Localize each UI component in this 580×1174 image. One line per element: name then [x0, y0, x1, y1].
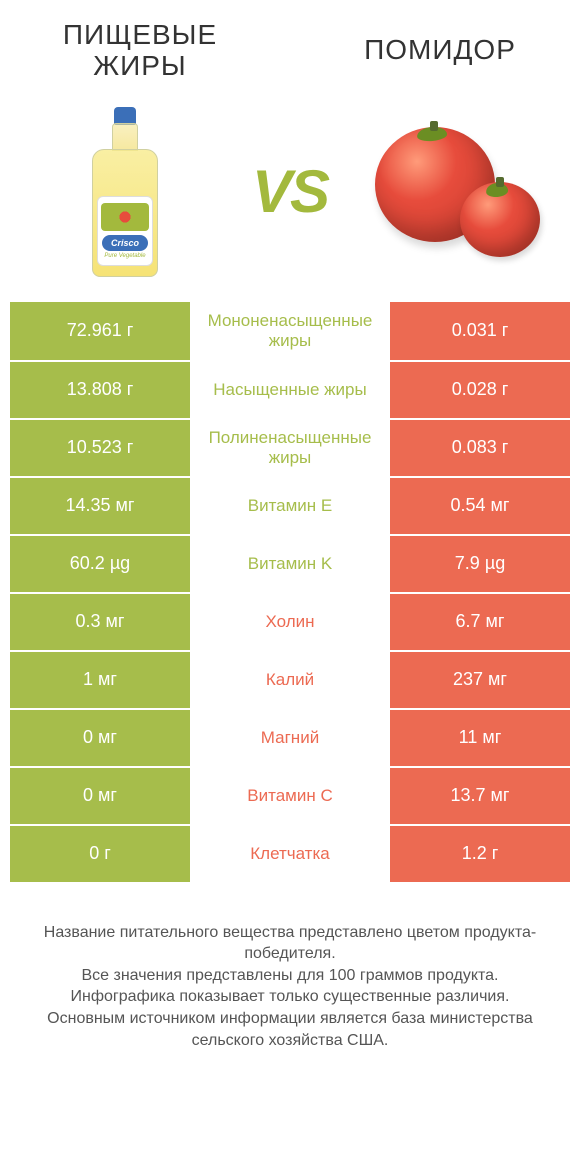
- table-row: 1 мгКалий237 мг: [10, 650, 570, 708]
- bottle-sub-label: Pure Vegetable: [104, 253, 145, 259]
- footer-line-1: Название питательного вещества представл…: [20, 922, 560, 965]
- bottle-brand-label: Crisco: [102, 235, 148, 251]
- cell-right-value: 11 мг: [390, 710, 570, 766]
- cell-right-value: 0.031 г: [390, 302, 570, 360]
- table-row: 13.808 гНасыщенные жиры0.028 г: [10, 360, 570, 418]
- cell-right-value: 237 мг: [390, 652, 570, 708]
- cell-left-value: 14.35 мг: [10, 478, 190, 534]
- cell-nutrient-label: Полиненасыщенные жиры: [190, 420, 390, 476]
- table-row: 0 мгВитамин C13.7 мг: [10, 766, 570, 824]
- footer-line-4: Основным источником информации является …: [20, 1008, 560, 1051]
- cell-nutrient-label: Насыщенные жиры: [190, 362, 390, 418]
- product-left-title: ПИЩЕВЫЕ ЖИРЫ: [30, 20, 250, 82]
- cell-nutrient-label: Витамин K: [190, 536, 390, 592]
- images-row: Crisco Pure Vegetable VS: [0, 92, 580, 302]
- cell-left-value: 0 мг: [10, 768, 190, 824]
- product-right-title: ПОМИДОР: [330, 35, 550, 66]
- table-row: 14.35 мгВитамин E0.54 мг: [10, 476, 570, 534]
- table-row: 10.523 гПолиненасыщенные жиры0.083 г: [10, 418, 570, 476]
- header: ПИЩЕВЫЕ ЖИРЫ ПОМИДОР: [0, 0, 580, 92]
- tomato-icon: [370, 117, 540, 267]
- oil-bottle-icon: Crisco Pure Vegetable: [90, 107, 160, 277]
- cell-left-value: 60.2 µg: [10, 536, 190, 592]
- cell-nutrient-label: Витамин E: [190, 478, 390, 534]
- cell-right-value: 13.7 мг: [390, 768, 570, 824]
- table-row: 0.3 мгХолин6.7 мг: [10, 592, 570, 650]
- table-row: 0 гКлетчатка1.2 г: [10, 824, 570, 882]
- cell-right-value: 1.2 г: [390, 826, 570, 882]
- cell-left-value: 0 мг: [10, 710, 190, 766]
- cell-right-value: 6.7 мг: [390, 594, 570, 650]
- cell-nutrient-label: Магний: [190, 710, 390, 766]
- cell-right-value: 0.083 г: [390, 420, 570, 476]
- table-row: 0 мгМагний11 мг: [10, 708, 570, 766]
- comparison-table: 72.961 гМононенасыщенные жиры0.031 г13.8…: [10, 302, 570, 882]
- table-row: 60.2 µgВитамин K7.9 µg: [10, 534, 570, 592]
- cell-left-value: 13.808 г: [10, 362, 190, 418]
- footer-line-3: Инфографика показывает только существенн…: [20, 986, 560, 1008]
- cell-nutrient-label: Мононенасыщенные жиры: [190, 302, 390, 360]
- footer-line-2: Все значения представлены для 100 граммо…: [20, 965, 560, 987]
- cell-nutrient-label: Клетчатка: [190, 826, 390, 882]
- table-row: 72.961 гМононенасыщенные жиры0.031 г: [10, 302, 570, 360]
- cell-left-value: 0 г: [10, 826, 190, 882]
- footer-notes: Название питательного вещества представл…: [0, 882, 580, 1072]
- cell-left-value: 0.3 мг: [10, 594, 190, 650]
- oil-bottle-image: Crisco Pure Vegetable: [40, 107, 210, 277]
- cell-left-value: 1 мг: [10, 652, 190, 708]
- vs-label: VS: [252, 157, 328, 226]
- cell-nutrient-label: Холин: [190, 594, 390, 650]
- cell-right-value: 7.9 µg: [390, 536, 570, 592]
- cell-nutrient-label: Витамин C: [190, 768, 390, 824]
- cell-left-value: 10.523 г: [10, 420, 190, 476]
- tomato-image: [370, 107, 540, 277]
- cell-left-value: 72.961 г: [10, 302, 190, 360]
- cell-right-value: 0.028 г: [390, 362, 570, 418]
- cell-right-value: 0.54 мг: [390, 478, 570, 534]
- cell-nutrient-label: Калий: [190, 652, 390, 708]
